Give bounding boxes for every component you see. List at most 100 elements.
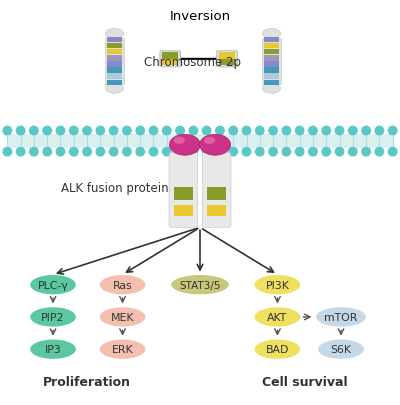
FancyBboxPatch shape — [264, 74, 279, 80]
Ellipse shape — [255, 340, 300, 359]
Circle shape — [82, 147, 92, 158]
Text: mTOR: mTOR — [324, 312, 358, 322]
Ellipse shape — [106, 30, 124, 40]
FancyBboxPatch shape — [107, 62, 122, 68]
Circle shape — [202, 126, 212, 136]
Ellipse shape — [204, 137, 215, 145]
Circle shape — [188, 147, 198, 158]
FancyBboxPatch shape — [202, 153, 231, 228]
Circle shape — [42, 147, 52, 158]
Ellipse shape — [200, 135, 230, 156]
Circle shape — [348, 147, 358, 158]
Circle shape — [108, 147, 119, 158]
Circle shape — [148, 126, 159, 136]
Circle shape — [388, 147, 398, 158]
Text: STAT3/5: STAT3/5 — [179, 280, 221, 290]
FancyBboxPatch shape — [169, 153, 198, 228]
Circle shape — [374, 147, 384, 158]
Text: Cell survival: Cell survival — [262, 375, 348, 388]
Circle shape — [2, 147, 12, 158]
FancyBboxPatch shape — [174, 188, 193, 200]
FancyBboxPatch shape — [160, 52, 180, 68]
Circle shape — [268, 147, 278, 158]
FancyBboxPatch shape — [264, 68, 279, 74]
Ellipse shape — [100, 340, 145, 359]
FancyBboxPatch shape — [219, 53, 235, 60]
Text: Chromosome 2p: Chromosome 2p — [144, 56, 240, 69]
Circle shape — [188, 126, 198, 136]
Circle shape — [294, 147, 305, 158]
FancyBboxPatch shape — [107, 68, 122, 74]
Text: MEK: MEK — [111, 312, 134, 322]
Circle shape — [321, 147, 331, 158]
FancyBboxPatch shape — [162, 53, 178, 60]
Circle shape — [2, 126, 12, 136]
FancyBboxPatch shape — [264, 44, 279, 49]
Circle shape — [175, 147, 185, 158]
Circle shape — [162, 126, 172, 136]
FancyBboxPatch shape — [264, 62, 279, 68]
Circle shape — [215, 126, 225, 136]
Circle shape — [334, 126, 345, 136]
Circle shape — [255, 147, 265, 158]
Circle shape — [268, 126, 278, 136]
Ellipse shape — [262, 30, 281, 40]
Circle shape — [241, 147, 252, 158]
FancyBboxPatch shape — [262, 39, 281, 85]
Circle shape — [202, 147, 212, 158]
FancyBboxPatch shape — [264, 80, 279, 86]
Circle shape — [69, 126, 79, 136]
Ellipse shape — [30, 340, 76, 359]
Text: S6K: S6K — [330, 344, 352, 354]
Text: AKT: AKT — [267, 312, 288, 322]
Text: ERK: ERK — [112, 344, 133, 354]
Circle shape — [55, 147, 66, 158]
Circle shape — [95, 147, 106, 158]
FancyBboxPatch shape — [107, 74, 122, 80]
Circle shape — [55, 126, 66, 136]
Ellipse shape — [170, 135, 200, 156]
Circle shape — [294, 126, 305, 136]
Ellipse shape — [171, 275, 229, 294]
Ellipse shape — [255, 307, 300, 327]
Circle shape — [308, 126, 318, 136]
Circle shape — [255, 126, 265, 136]
FancyBboxPatch shape — [264, 50, 279, 55]
Circle shape — [122, 126, 132, 136]
Ellipse shape — [316, 307, 366, 327]
FancyBboxPatch shape — [107, 50, 122, 55]
FancyBboxPatch shape — [264, 56, 279, 61]
Circle shape — [82, 126, 92, 136]
Text: PIP2: PIP2 — [41, 312, 65, 322]
FancyBboxPatch shape — [207, 205, 226, 217]
FancyBboxPatch shape — [207, 188, 226, 200]
FancyBboxPatch shape — [217, 52, 237, 68]
Circle shape — [42, 126, 52, 136]
Circle shape — [108, 126, 119, 136]
Text: BAD: BAD — [266, 344, 289, 354]
FancyBboxPatch shape — [7, 135, 393, 149]
Circle shape — [281, 147, 292, 158]
Ellipse shape — [30, 275, 76, 294]
Circle shape — [69, 147, 79, 158]
Circle shape — [215, 147, 225, 158]
Circle shape — [281, 126, 292, 136]
Circle shape — [148, 147, 159, 158]
Ellipse shape — [30, 307, 76, 327]
FancyBboxPatch shape — [107, 44, 122, 49]
FancyBboxPatch shape — [162, 60, 178, 66]
FancyBboxPatch shape — [107, 38, 122, 43]
Text: ALK fusion protein: ALK fusion protein — [61, 181, 168, 194]
Text: IP3: IP3 — [45, 344, 62, 354]
Text: Proliferation: Proliferation — [43, 375, 131, 388]
Circle shape — [348, 126, 358, 136]
Circle shape — [361, 147, 371, 158]
Circle shape — [334, 147, 345, 158]
Circle shape — [135, 147, 145, 158]
Circle shape — [29, 126, 39, 136]
FancyBboxPatch shape — [107, 80, 122, 86]
Ellipse shape — [106, 84, 124, 94]
Circle shape — [95, 126, 106, 136]
Circle shape — [228, 126, 238, 136]
Ellipse shape — [100, 275, 145, 294]
